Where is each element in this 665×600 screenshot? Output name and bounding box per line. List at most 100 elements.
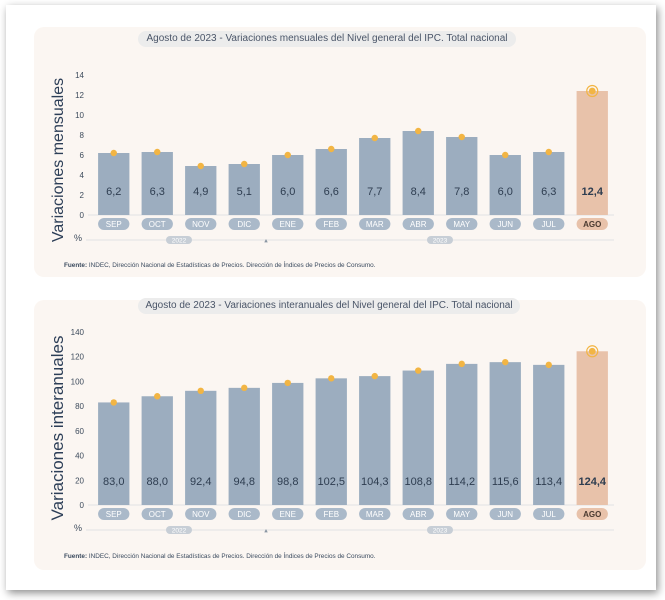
bar <box>315 149 347 215</box>
month-label: NOV <box>192 510 210 519</box>
month-pill <box>576 218 608 230</box>
y-tick-label: 20 <box>75 476 84 485</box>
month-label: SEP <box>106 220 122 229</box>
y-tick-label: 6 <box>80 151 85 160</box>
month-label: SEP <box>106 510 122 519</box>
value-label: 5,1 <box>237 186 252 198</box>
bar <box>272 155 304 215</box>
y-tick-label: 0 <box>80 501 85 510</box>
month-pill <box>315 218 347 230</box>
month-pill <box>489 218 521 230</box>
bar <box>446 137 478 215</box>
bar-highlight <box>576 351 608 505</box>
month-pill <box>272 508 304 520</box>
month-pill <box>228 508 260 520</box>
marker-dot <box>545 361 552 369</box>
marker-dot <box>371 372 378 380</box>
bar <box>185 390 217 505</box>
month-pill <box>185 508 217 520</box>
month-pill <box>446 508 478 520</box>
bar <box>402 370 434 505</box>
yearly-source-note: Fuente: INDEC, Dirección Nacional de Est… <box>64 553 376 560</box>
value-label: 114,2 <box>448 476 475 488</box>
y-tick-label: 140 <box>71 328 85 337</box>
bar <box>533 364 565 505</box>
month-label: ENE <box>280 510 296 519</box>
bar <box>272 382 304 505</box>
month-label: JUL <box>542 510 557 519</box>
value-label: 88,0 <box>147 476 168 488</box>
year-pill <box>166 236 192 244</box>
bar <box>228 387 260 505</box>
year-divider: ▴ <box>264 528 268 535</box>
month-pill <box>402 218 434 230</box>
y-tick-label: 8 <box>80 131 85 140</box>
marker-dot <box>328 375 335 382</box>
value-label: 6,0 <box>498 186 513 198</box>
marker-dot <box>197 387 204 395</box>
value-label: 98,8 <box>277 476 298 488</box>
y-tick-label: 12 <box>75 91 84 100</box>
marker-dot <box>284 151 291 159</box>
bar <box>141 396 173 505</box>
value-label: 83,0 <box>103 476 124 488</box>
month-pill <box>141 218 173 230</box>
y-tick-label: 0 <box>80 211 85 220</box>
yearly-chart: 0 20 40 60 80 100 120 140 83,0 SEP 88,0 OCT 92,4 NOV 9… <box>71 328 614 535</box>
year-pill <box>427 236 453 244</box>
y-tick-label: 2 <box>80 191 85 200</box>
month-pill <box>98 218 130 230</box>
month-pill <box>533 508 565 520</box>
bar <box>446 363 478 505</box>
y-tick-label: 120 <box>71 353 85 362</box>
year-label: 2022 <box>172 238 187 245</box>
year-divider: ▴ <box>264 238 268 245</box>
month-label: FEB <box>323 510 339 519</box>
marker-dot <box>545 148 552 156</box>
figure-frame: Variaciones mensuales Agosto de 2023 - V… <box>6 5 656 590</box>
marker-dot <box>328 145 335 153</box>
month-label: JUN <box>497 220 513 229</box>
bar <box>533 152 565 215</box>
month-label: FEB <box>323 220 339 229</box>
marker-dot <box>154 148 161 156</box>
value-label: 92,4 <box>190 476 211 488</box>
month-label: OCT <box>149 510 166 519</box>
month-label: ABR <box>410 220 427 229</box>
month-pill <box>228 218 260 230</box>
month-label: DIC <box>237 510 251 519</box>
marker-dot <box>502 358 509 366</box>
y-tick-label: 60 <box>75 427 84 436</box>
value-label: 6,3 <box>150 186 165 198</box>
y-tick-label: 14 <box>75 71 84 80</box>
year-label: 2023 <box>433 528 448 535</box>
marker-dot <box>502 151 509 159</box>
marker-dot <box>110 149 117 157</box>
month-pill <box>446 218 478 230</box>
monthly-chart: 0 2 4 6 8 10 12 14 6,2 SEP 6,3 OCT 4,9 NOV 5,1 DIC 6,0 EN… <box>74 71 614 245</box>
value-label: 6,2 <box>106 186 121 198</box>
y-tick-label: 4 <box>80 171 85 180</box>
month-label: MAY <box>453 220 470 229</box>
bar <box>185 166 217 215</box>
month-label: MAR <box>366 510 384 519</box>
value-label: 104,3 <box>361 476 389 488</box>
marker-dot <box>588 347 596 355</box>
month-label: JUL <box>542 220 557 229</box>
marker-dot <box>241 384 248 392</box>
month-label: JUN <box>497 510 513 519</box>
month-label: NOV <box>192 220 210 229</box>
value-label: 108,8 <box>404 476 432 488</box>
value-label: 8,4 <box>411 186 426 198</box>
year-label: 2022 <box>172 528 187 535</box>
y-tick-label: 80 <box>75 402 84 411</box>
percent-sign: % <box>74 233 82 243</box>
month-label: ABR <box>410 510 427 519</box>
month-label: DIC <box>237 220 251 229</box>
month-label: OCT <box>149 220 166 229</box>
bar <box>489 155 521 215</box>
month-label: AGO <box>583 510 601 519</box>
bar <box>141 152 173 215</box>
value-label: 113,4 <box>535 476 562 488</box>
value-label: 94,8 <box>234 476 255 488</box>
